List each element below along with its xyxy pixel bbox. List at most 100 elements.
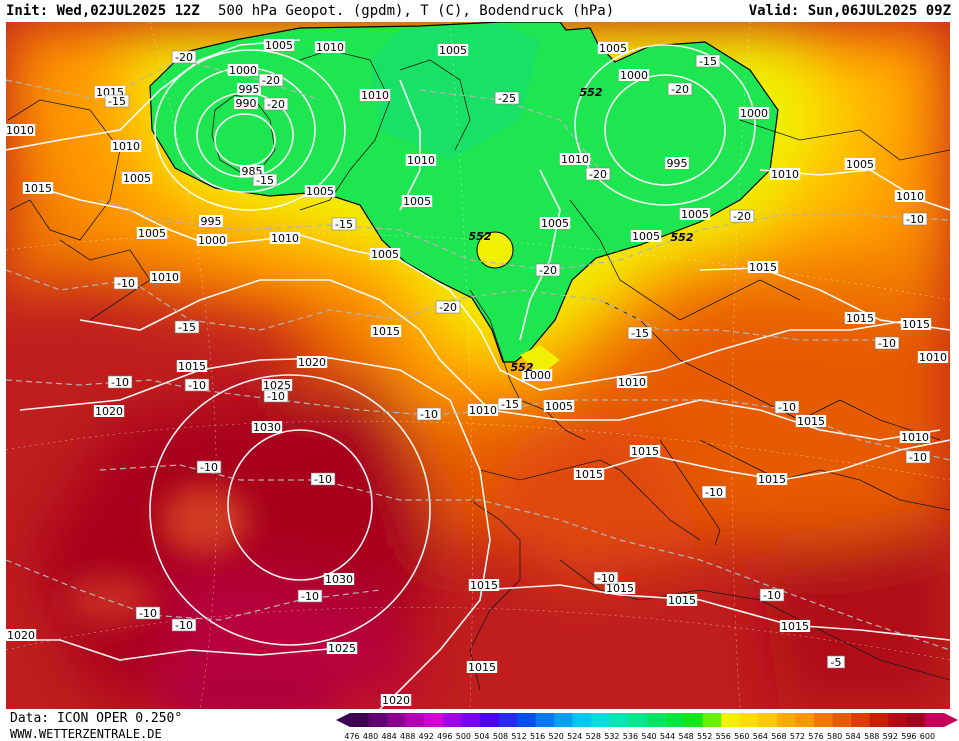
- temperature-label: -15: [174, 320, 200, 334]
- temperature-label: -20: [258, 73, 284, 87]
- scale-swatch: [776, 713, 796, 727]
- scale-value: 564: [753, 732, 768, 741]
- scale-swatch: [832, 713, 852, 727]
- temperature-label: -10: [416, 407, 442, 421]
- pressure-label: 1015: [756, 473, 788, 486]
- svg-text:-20: -20: [589, 168, 607, 181]
- svg-text:1015: 1015: [178, 360, 206, 373]
- svg-text:-10: -10: [117, 277, 135, 290]
- svg-text:995: 995: [239, 83, 260, 96]
- scale-swatch: [350, 713, 369, 727]
- scale-value: 588: [864, 732, 879, 741]
- svg-text:1010: 1010: [6, 124, 34, 137]
- svg-text:1010: 1010: [316, 41, 344, 54]
- pressure-label: 1005: [136, 227, 168, 240]
- svg-text:552: 552: [469, 230, 492, 243]
- geopotential-labels: 552 552 552 552: [469, 86, 694, 374]
- pressure-label: 1005: [304, 185, 336, 198]
- scale-swatch: [609, 713, 629, 727]
- scale-value: 504: [474, 732, 489, 741]
- scale-swatch: [405, 713, 425, 727]
- website-link[interactable]: WWW.WETTERZENTRALE.DE: [10, 727, 162, 741]
- pressure-label: 1010: [6, 124, 36, 137]
- svg-text:1000: 1000: [229, 64, 257, 77]
- svg-text:1015: 1015: [468, 661, 496, 674]
- temperature-label: -15: [627, 326, 653, 340]
- temperature-label: -25: [494, 91, 520, 105]
- temperature-label: -15: [331, 217, 357, 231]
- svg-text:-15: -15: [631, 327, 649, 340]
- svg-text:1015: 1015: [758, 473, 786, 486]
- geopotential-field: 1005 1010 1005 1005 1000 1000 1015 995 1010 990 10…: [6, 22, 950, 709]
- pressure-label: 1010: [467, 404, 499, 417]
- scale-swatch: [851, 713, 871, 727]
- svg-text:-10: -10: [111, 376, 129, 389]
- svg-text:1005: 1005: [541, 217, 569, 230]
- pressure-label: 1025: [261, 379, 293, 392]
- svg-text:1010: 1010: [896, 190, 924, 203]
- scale-left-arrow: [336, 713, 350, 727]
- scale-right-arrow: [944, 713, 958, 727]
- color-scale: 476 480 484 488 492 496 500 504 508 512 516 520 524 5…: [336, 713, 958, 741]
- temperature-label: -10: [113, 276, 139, 290]
- scale-swatches: [350, 713, 945, 727]
- temperature-label: -20: [667, 82, 693, 96]
- scale-value: 484: [381, 732, 396, 741]
- geopotential-label: 552: [580, 86, 603, 99]
- scale-value: 516: [530, 732, 545, 741]
- title-bar: Init: Wed,02JUL2025 12Z 500 hPa Geopot. …: [0, 0, 959, 22]
- scale-value: 500: [456, 732, 471, 741]
- scale-value: 576: [808, 732, 823, 741]
- scale-swatch: [906, 713, 926, 727]
- scale-swatch: [572, 713, 592, 727]
- svg-text:1010: 1010: [112, 140, 140, 153]
- pressure-label: 1015: [573, 468, 605, 481]
- svg-text:1000: 1000: [198, 234, 226, 247]
- scale-value: 508: [493, 732, 508, 741]
- scale-swatch: [684, 713, 703, 727]
- svg-text:1005: 1005: [403, 195, 431, 208]
- temperature-label: -10: [905, 450, 931, 464]
- scale-value: 596: [901, 732, 916, 741]
- geopotential-label: 552: [469, 230, 492, 243]
- svg-text:1025: 1025: [263, 379, 291, 392]
- pressure-label: 1020: [296, 356, 328, 369]
- svg-text:552: 552: [511, 361, 534, 374]
- svg-text:1020: 1020: [95, 405, 123, 418]
- scale-swatch: [535, 713, 555, 727]
- pressure-label: 1000: [521, 369, 553, 382]
- svg-text:1030: 1030: [253, 421, 281, 434]
- pressure-label: 1010: [769, 168, 801, 181]
- scale-value: 536: [623, 732, 638, 741]
- svg-text:-20: -20: [539, 264, 557, 277]
- scale-value: 544: [660, 732, 675, 741]
- init-time: Init: Wed,02JUL2025 12Z: [6, 3, 200, 19]
- geopotential-label: 552: [671, 231, 694, 244]
- scale-value: 540: [641, 732, 656, 741]
- pressure-label: 995: [199, 215, 223, 228]
- svg-text:1010: 1010: [407, 154, 435, 167]
- svg-text:1005: 1005: [545, 400, 573, 413]
- pressure-label: 1005: [543, 400, 575, 413]
- temperature-label: -10: [593, 571, 619, 585]
- svg-text:-20: -20: [439, 301, 457, 314]
- pressure-labels: 1005 1010 1005 1005 1000 1000 1015 995 1010 990 10…: [6, 39, 949, 707]
- svg-text:-10: -10: [763, 589, 781, 602]
- svg-text:995: 995: [667, 157, 688, 170]
- scale-value: 492: [419, 732, 434, 741]
- pressure-label: 1005: [597, 42, 629, 55]
- svg-text:-5: -5: [831, 656, 842, 669]
- svg-text:1010: 1010: [151, 271, 179, 284]
- temperature-label: -10: [107, 375, 133, 389]
- svg-text:1015: 1015: [24, 182, 52, 195]
- scale-swatch: [869, 713, 889, 727]
- pressure-label: 1015: [666, 594, 698, 607]
- pressure-label: 1015: [468, 579, 500, 592]
- pressure-label: 1010: [917, 351, 949, 364]
- scale-swatch: [758, 713, 778, 727]
- svg-text:1015: 1015: [797, 415, 825, 428]
- temperature-label: -10: [196, 460, 222, 474]
- svg-text:-15: -15: [108, 95, 126, 108]
- svg-text:-15: -15: [699, 55, 717, 68]
- svg-text:-15: -15: [256, 174, 274, 187]
